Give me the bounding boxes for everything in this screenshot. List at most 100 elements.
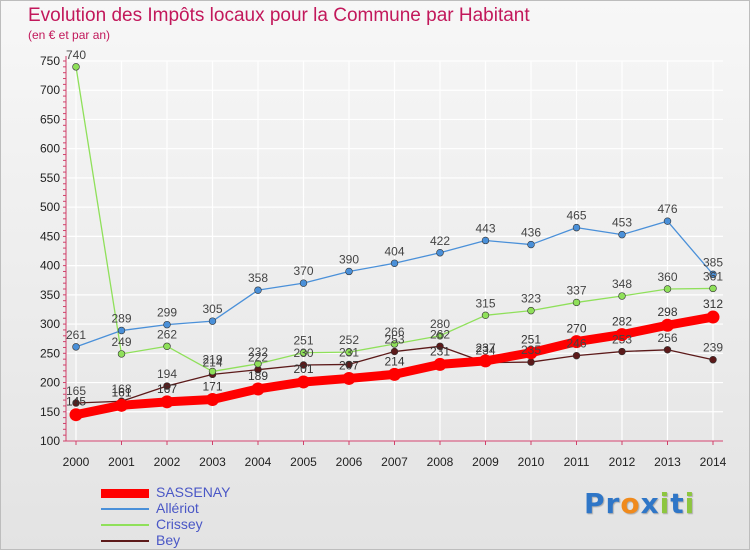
- data-label-crissey: 280: [430, 317, 450, 331]
- data-label-bey: 230: [293, 346, 313, 360]
- data-label-bey: 235: [521, 343, 541, 357]
- y-tick-label: 650: [40, 112, 60, 126]
- data-point-sassenay: [297, 375, 310, 389]
- data-label-bey: 194: [157, 367, 177, 381]
- x-tick-label: 2013: [654, 455, 681, 469]
- chart-title: Evolution des Impôts locaux pour la Comm…: [28, 5, 530, 26]
- data-label-all-riot: 358: [248, 271, 268, 285]
- data-label-bey: 231: [339, 345, 359, 359]
- data-point-all-riot: [436, 249, 444, 257]
- data-label-sassenay: 161: [111, 385, 131, 399]
- data-point-sassenay: [615, 328, 629, 342]
- data-point-bey: [299, 361, 308, 369]
- data-point-all-riot: [117, 326, 126, 335]
- data-point-bey: [572, 351, 581, 360]
- data-label-all-riot: 299: [157, 306, 177, 320]
- data-label-sassenay: 231: [430, 344, 450, 358]
- grid: [66, 60, 723, 442]
- y-tick-label: 150: [40, 405, 60, 419]
- data-point-sassenay: [160, 395, 174, 409]
- x-tick-label: 2009: [472, 455, 499, 469]
- data-point-crissey: [117, 350, 126, 358]
- data-label-bey: 253: [612, 333, 632, 347]
- data-point-all-riot: [345, 267, 353, 276]
- logo-letter: i: [684, 487, 696, 520]
- data-point-all-riot: [390, 259, 399, 267]
- data-label-all-riot: 422: [430, 234, 450, 248]
- data-point-bey: [709, 356, 717, 364]
- data-point-all-riot: [572, 223, 581, 232]
- x-tick-label: 2003: [199, 455, 226, 469]
- data-label-bey: 222: [248, 351, 268, 365]
- data-point-bey: [618, 347, 626, 356]
- data-point-all-riot: [254, 286, 262, 294]
- data-point-crissey: [345, 348, 353, 356]
- data-point-crissey: [618, 292, 626, 300]
- data-label-sassenay: 298: [657, 305, 677, 319]
- legend-swatch: [101, 489, 149, 498]
- data-point-crissey: [663, 285, 672, 293]
- data-label-bey: 165: [66, 384, 86, 398]
- data-point-all-riot: [527, 240, 535, 249]
- data-label-sassenay: 270: [566, 322, 586, 336]
- legend-swatch: [101, 524, 149, 526]
- data-point-all-riot: [663, 217, 672, 225]
- legend-label: SASSENAY: [156, 484, 231, 500]
- data-point-crissey: [72, 63, 80, 71]
- data-point-crissey: [709, 284, 717, 293]
- data-label-all-riot: 465: [566, 209, 586, 223]
- data-label-bey: 239: [703, 341, 723, 355]
- x-tick-label: 2006: [336, 455, 363, 469]
- data-label-sassenay: 251: [521, 333, 541, 347]
- data-label-sassenay: 207: [339, 358, 359, 372]
- data-label-all-riot: 370: [293, 264, 313, 278]
- data-point-bey: [390, 347, 399, 356]
- data-point-crissey: [390, 340, 399, 348]
- legend-label: Bey: [156, 532, 181, 548]
- data-point-crissey: [572, 298, 581, 307]
- data-label-sassenay: 167: [157, 382, 177, 396]
- data-point-bey: [527, 358, 535, 366]
- y-tick-label: 300: [40, 317, 60, 331]
- data-label-sassenay: 237: [475, 341, 495, 355]
- data-point-sassenay: [69, 408, 83, 422]
- x-tick-label: 2010: [518, 455, 545, 469]
- data-point-crissey: [163, 342, 171, 350]
- data-label-crissey: 249: [111, 335, 131, 349]
- data-label-crissey: 262: [157, 327, 177, 341]
- data-label-crissey: 361: [703, 269, 723, 283]
- proxiti-logo: Proxiti: [584, 487, 695, 520]
- legend-label: Allériot: [156, 500, 199, 516]
- x-tick-label: 2002: [154, 455, 181, 469]
- data-point-sassenay: [706, 310, 720, 324]
- data-point-crissey: [481, 311, 490, 320]
- data-label-bey: 234: [475, 344, 495, 358]
- x-tick-label: 2000: [63, 455, 90, 469]
- data-label-crissey: 337: [566, 283, 586, 297]
- data-point-sassenay: [251, 382, 265, 396]
- data-label-crissey: 252: [339, 333, 359, 347]
- x-tick-label: 2005: [290, 455, 317, 469]
- data-point-sassenay: [206, 392, 219, 406]
- data-label-all-riot: 476: [657, 202, 677, 216]
- y-tick-label: 500: [40, 200, 60, 214]
- data-point-all-riot: [208, 317, 217, 325]
- x-tick-label: 2014: [700, 455, 727, 469]
- data-label-bey: 253: [384, 333, 404, 347]
- data-point-bey: [663, 346, 672, 354]
- x-tick-label: 2001: [108, 455, 135, 469]
- logo-letter: i: [659, 487, 671, 520]
- logo-letter: Pr: [584, 487, 621, 520]
- data-label-crissey: 360: [657, 270, 677, 284]
- data-label-crissey: 740: [66, 48, 86, 62]
- data-point-bey: [72, 399, 80, 407]
- data-label-all-riot: 453: [612, 216, 632, 230]
- data-label-crissey: 219: [202, 352, 222, 366]
- data-label-bey: 246: [566, 337, 586, 351]
- data-point-sassenay: [433, 357, 447, 371]
- data-point-all-riot: [618, 230, 626, 239]
- legend-item-sassenay: SASSENAY: [101, 484, 301, 501]
- data-point-sassenay: [388, 367, 401, 381]
